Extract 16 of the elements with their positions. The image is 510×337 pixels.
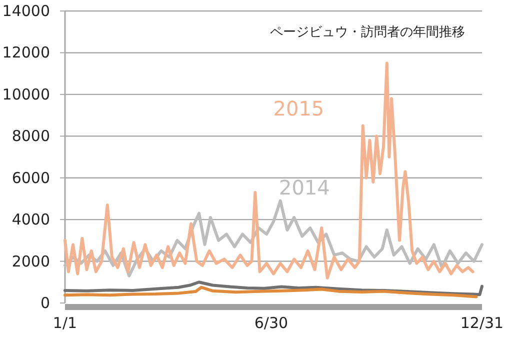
series-label: 2015 bbox=[273, 96, 324, 120]
y-tick-label: 8000 bbox=[12, 127, 50, 146]
text: ページビュウ・訪問者の年間推移 bbox=[270, 25, 465, 40]
y-tick-label: 6000 bbox=[12, 168, 50, 187]
y-tick-label: 14000 bbox=[2, 2, 50, 20]
y-tick-label: 10000 bbox=[2, 85, 50, 104]
series-label: 2014 bbox=[278, 176, 330, 200]
x-tick-label: 12/31 bbox=[460, 314, 504, 332]
y-tick-label: 12000 bbox=[2, 44, 50, 62]
y-tick-label: 2000 bbox=[12, 252, 50, 270]
y-tick-label: 0 bbox=[40, 294, 50, 312]
line-series bbox=[64, 286, 478, 298]
x-tick-label: 1/1 bbox=[52, 314, 78, 332]
x-tick-label: 6/30 bbox=[254, 314, 288, 332]
y-tick-label: 4000 bbox=[12, 210, 50, 229]
line-series bbox=[64, 62, 474, 280]
